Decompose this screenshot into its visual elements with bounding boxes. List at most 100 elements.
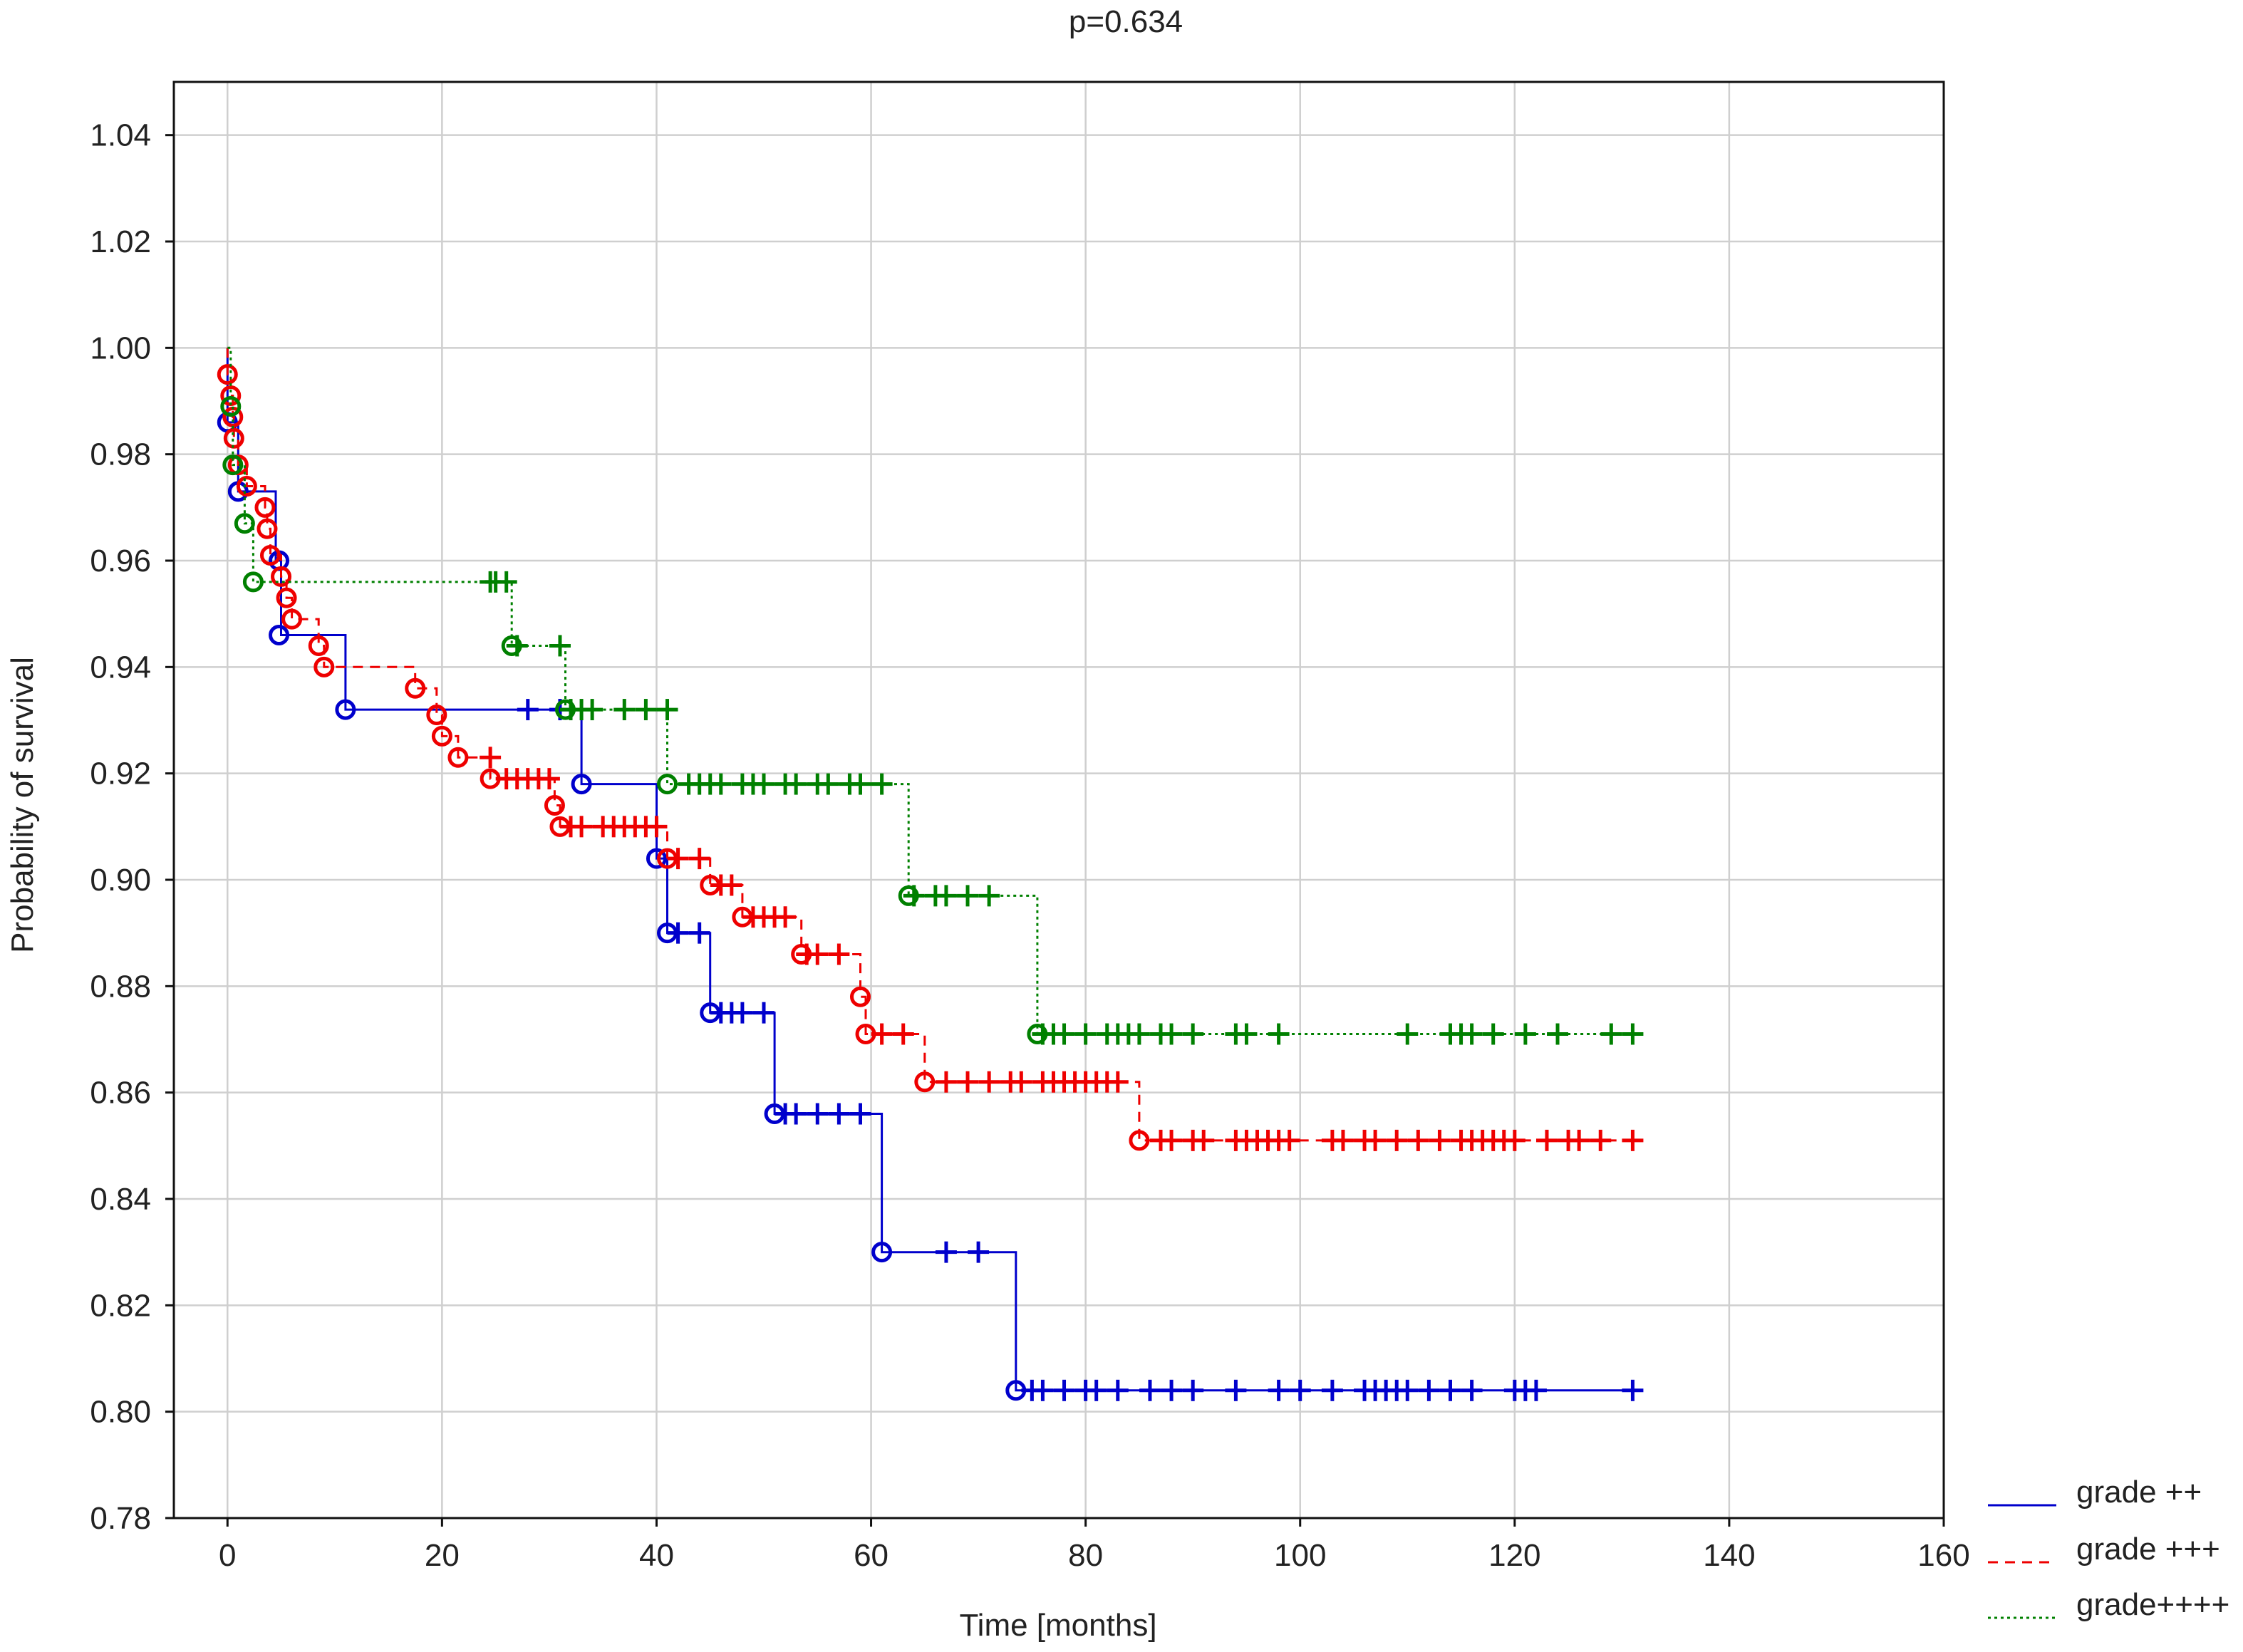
- series-1-censor-mark-0: [517, 699, 539, 721]
- x-tick-label-6: 120: [1488, 1538, 1540, 1573]
- series-2-event-marker-24: [791, 944, 812, 965]
- series-3-event-marker-2: [234, 513, 255, 534]
- series-2-censor-mark-43: [1193, 1129, 1215, 1151]
- series-3-censor-mark-52: [1622, 1023, 1644, 1045]
- series-2-censor-mark-55: [1407, 1129, 1429, 1151]
- series-1-event-marker-3: [269, 625, 290, 646]
- series-1-line: [226, 348, 1633, 1392]
- y-tick-label-8: 0.94: [90, 650, 151, 685]
- series-2-event-marker-0: [217, 364, 238, 385]
- series-3-censor-mark-4: [549, 635, 571, 657]
- legend-item-1: grade ++: [1988, 1475, 2202, 1510]
- legend-label-2: grade +++: [2076, 1532, 2220, 1567]
- series-2-censor-mark-28: [957, 1071, 979, 1093]
- series-3-event-marker-6: [657, 774, 678, 795]
- series-2-event-marker-13: [314, 656, 335, 677]
- series-3-censor-mark-50: [1547, 1023, 1569, 1045]
- series-1-censor-mark-27: [1321, 1379, 1343, 1401]
- series-2-censor-mark-21: [775, 906, 797, 928]
- series-1-censor-mark-6: [731, 1002, 753, 1024]
- series-3-censor-mark-37: [1128, 1023, 1150, 1045]
- series-2-censor-mark-51: [1332, 1129, 1354, 1151]
- series-2-line: [226, 348, 1633, 1142]
- series-2-censor-mark-7: [571, 816, 593, 838]
- series-3-censor-mark-40: [1182, 1023, 1204, 1045]
- series-3-censor-mark-29: [978, 885, 1000, 907]
- series-3-censor-mark-24: [871, 773, 893, 795]
- series-2-event-marker-10: [276, 587, 297, 608]
- series-1-censor-mark-38: [1525, 1379, 1547, 1401]
- series-2-event-marker-21: [657, 848, 678, 869]
- series-1-censor-mark-9: [785, 1103, 807, 1125]
- series-1-censor-mark-33: [1418, 1379, 1440, 1401]
- series-2-censor-mark-54: [1386, 1129, 1408, 1151]
- series-1-censor-mark-24: [1225, 1379, 1247, 1401]
- series-2-event-marker-15: [426, 705, 447, 726]
- series-2-event-marker-3: [223, 427, 244, 449]
- x-tick-label-2: 40: [639, 1538, 674, 1573]
- y-axis-ticks: 0.78 0.80 0.82 0.84 0.86 0.88 0.90 0.92 0.94 0.96…: [90, 118, 174, 1536]
- series-1-censor-mark-16: [1032, 1379, 1054, 1401]
- x-tick-label-7: 140: [1703, 1538, 1755, 1573]
- series-3-censor-mark-8: [613, 699, 636, 721]
- series-3-censor-mark-39: [1161, 1023, 1183, 1045]
- series-2-censor-mark-41: [1161, 1129, 1183, 1151]
- series-2-event-marker-14: [405, 677, 426, 699]
- series-1-censor-mark-10: [807, 1103, 829, 1125]
- series-2: [217, 348, 1644, 1151]
- y-tick-label-4: 0.86: [90, 1076, 151, 1111]
- series-3-censor-mark-21: [817, 773, 839, 795]
- series-3-censor-mark-42: [1236, 1023, 1258, 1045]
- series-1-censor-mark-17: [1053, 1379, 1075, 1401]
- series-3-censor-mark-19: [785, 773, 807, 795]
- y-tick-label-3: 0.84: [90, 1182, 151, 1217]
- legend-label-3: grade++++: [2076, 1587, 2229, 1622]
- x-tick-label-4: 80: [1068, 1538, 1103, 1573]
- series-2-censor-mark-62: [1503, 1129, 1525, 1151]
- series-1-censor-mark-22: [1161, 1379, 1183, 1401]
- x-axis-ticks: 0 20 40 60 80 100 120 140 160: [219, 1518, 1970, 1573]
- series-1-censor-mark-12: [849, 1103, 871, 1125]
- series-1-event-marker-11: [1005, 1380, 1027, 1401]
- series-1-censor-mark-35: [1461, 1379, 1483, 1401]
- y-tick-label-6: 0.90: [90, 863, 151, 898]
- series-1-censor-mark-39: [1622, 1379, 1644, 1401]
- x-tick-label-5: 100: [1274, 1538, 1326, 1573]
- series-2-censor-mark-67: [1622, 1129, 1644, 1151]
- series-2-censor-mark-27: [935, 1071, 957, 1093]
- y-tick-label-2: 0.82: [90, 1288, 151, 1323]
- series-1-censor-mark-14: [968, 1241, 990, 1263]
- series-2-censor-mark-29: [978, 1071, 1000, 1093]
- series-2-event-marker-27: [914, 1071, 936, 1093]
- series-1-censor-mark-34: [1439, 1379, 1461, 1401]
- series-3-censor-mark-49: [1514, 1023, 1536, 1045]
- series-3-censor-mark-51: [1600, 1023, 1622, 1045]
- y-tick-label-7: 0.92: [90, 757, 151, 791]
- y-tick-label-11: 1.00: [90, 331, 151, 365]
- series-3-censor-mark-14: [710, 773, 732, 795]
- series-1-event-marker-6: [646, 848, 667, 869]
- series-2-censor-mark-17: [720, 874, 742, 896]
- series-3-censor-mark-9: [635, 699, 657, 721]
- series-2-event-marker-26: [855, 1024, 876, 1045]
- series-2-censor-mark-0: [480, 747, 502, 769]
- series-2-event-marker-8: [259, 545, 281, 566]
- series-1-censor-mark-32: [1397, 1379, 1419, 1401]
- series-3-event-marker-8: [1027, 1024, 1048, 1045]
- series-2-censor-mark-63: [1535, 1129, 1558, 1151]
- y-tick-label-1: 0.80: [90, 1395, 151, 1430]
- series-2-event-marker-22: [700, 874, 721, 895]
- series-3-censor-mark-7: [581, 699, 604, 721]
- y-tick-label-9: 0.96: [90, 544, 151, 578]
- series-1-event-marker-7: [657, 923, 678, 944]
- series-3-censor-mark-17: [753, 773, 775, 795]
- x-tick-label-0: 0: [219, 1538, 236, 1573]
- series-1-censor-mark-13: [935, 1241, 957, 1263]
- series-3-event-marker-4: [501, 635, 522, 656]
- series-1-event-marker-4: [335, 699, 356, 720]
- y-tick-label-10: 0.98: [90, 437, 151, 472]
- series-1-event-marker-10: [871, 1242, 893, 1263]
- y-tick-label-0: 0.78: [90, 1501, 151, 1536]
- series-3-censor-mark-10: [656, 699, 678, 721]
